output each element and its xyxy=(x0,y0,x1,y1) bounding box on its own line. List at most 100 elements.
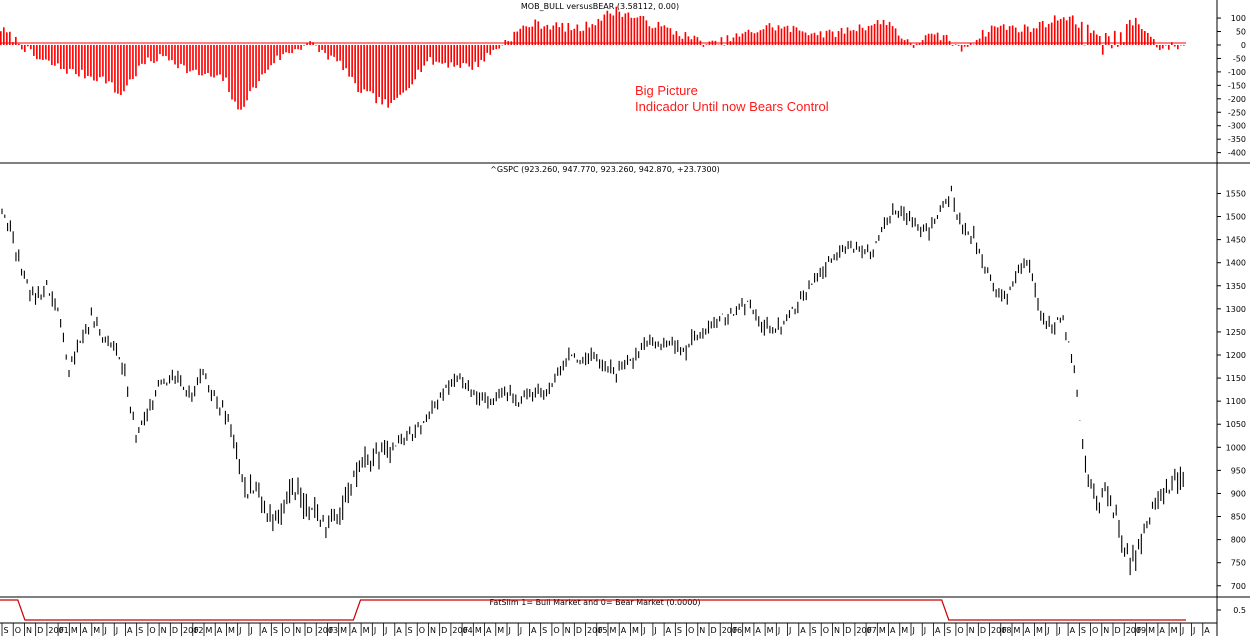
oscillator-bar xyxy=(459,44,462,68)
month-label: M xyxy=(475,626,482,635)
oscillator-bar xyxy=(513,31,516,45)
oscillator-bar xyxy=(372,44,374,94)
oscillator-bar xyxy=(237,44,239,110)
oscillator-bar xyxy=(741,33,744,45)
oscillator-bar xyxy=(1146,32,1149,45)
month-label: A xyxy=(1025,626,1031,635)
oscillator-bar xyxy=(675,31,678,45)
month-label: S xyxy=(812,626,817,635)
oscillator-bar xyxy=(84,44,86,79)
oscillator-bar xyxy=(774,30,777,45)
month-label: J xyxy=(238,626,241,635)
month-label: A xyxy=(890,626,896,635)
oscillator-bar xyxy=(1110,44,1113,49)
oscillator-bar xyxy=(222,44,224,81)
oscillator-bar xyxy=(6,32,8,45)
month-label: D xyxy=(845,626,851,635)
oscillator-bar xyxy=(957,44,960,46)
oscillator-bar xyxy=(483,44,486,62)
oscillator-bar xyxy=(786,25,789,45)
oscillator-bar xyxy=(153,44,155,63)
oscillator-bar xyxy=(993,26,996,45)
oscillator-bar xyxy=(795,27,798,45)
oscillator-bar xyxy=(45,44,47,60)
oscillator-bar xyxy=(516,31,519,45)
oscillator-bar xyxy=(588,27,591,45)
oscillator-bar xyxy=(720,37,723,45)
oscillator-bar xyxy=(1095,34,1098,45)
oscillator-bar xyxy=(369,44,371,92)
oscillator-bar xyxy=(558,27,561,45)
oscillator-bar xyxy=(810,33,813,45)
oscillator-bar xyxy=(783,26,786,45)
price-tick-label: 900 xyxy=(1231,489,1246,498)
oscillator-bar xyxy=(390,44,392,103)
month-label: M xyxy=(206,626,213,635)
oscillator-bar xyxy=(336,44,338,62)
month-label: F xyxy=(733,626,738,635)
month-label: F xyxy=(464,626,469,635)
month-label: S xyxy=(4,626,9,635)
month-label: 2004 xyxy=(452,626,472,635)
oscillator-bar xyxy=(531,26,534,45)
oscillator-bar xyxy=(1104,32,1107,45)
oscillator-bar xyxy=(1005,29,1008,45)
oscillator-bar xyxy=(534,19,537,45)
price-tick-label: 850 xyxy=(1231,513,1246,522)
month-label: D xyxy=(441,626,447,635)
price-tick-label: 1400 xyxy=(1226,259,1246,268)
month-label: D xyxy=(1115,626,1121,635)
month-label: S xyxy=(542,626,547,635)
oscillator-bar xyxy=(144,44,146,65)
month-label: M xyxy=(767,626,774,635)
oscillator-bar xyxy=(1173,44,1176,47)
month-label: A xyxy=(486,626,492,635)
oscillator-bar xyxy=(1161,44,1164,49)
oscillator-bar xyxy=(723,44,726,46)
price-panel: ^GSPC (923.260, 947.770, 923.260, 942.87… xyxy=(1,165,1246,591)
oscillator-bar xyxy=(123,44,125,92)
oscillator-bar xyxy=(1080,21,1083,45)
oscillator-bar xyxy=(630,17,633,45)
price-tick-label: 700 xyxy=(1231,582,1246,591)
oscillator-bar xyxy=(348,44,350,77)
oscillator-bar xyxy=(471,44,474,70)
oscillator-bar xyxy=(807,35,810,45)
oscillator-bar xyxy=(804,32,807,45)
oscillator-bar xyxy=(585,21,588,45)
month-label: 2005 xyxy=(587,626,607,635)
oscillator-bar xyxy=(357,44,359,93)
oscillator-bar xyxy=(801,31,804,45)
oscillator-bar xyxy=(261,44,263,75)
oscillator-bar xyxy=(426,44,429,62)
oscillator-bar xyxy=(228,44,230,92)
price-tick-label: 1300 xyxy=(1226,305,1246,314)
annotation-line-2: Indicador Until now Bears Control xyxy=(635,99,829,114)
oscillator-bar xyxy=(21,44,23,50)
oscillator-bar xyxy=(546,24,549,45)
oscillator-bar xyxy=(555,22,558,45)
month-label: O xyxy=(284,626,290,635)
oscillator-bar xyxy=(165,44,167,56)
oscillator-bar xyxy=(210,44,212,77)
price-tick-label: 1000 xyxy=(1226,443,1246,452)
oscillator-bar xyxy=(789,31,792,45)
oscillator-bar xyxy=(999,25,1002,45)
oscillator-bar xyxy=(618,11,621,45)
oscillator-bar xyxy=(1083,44,1086,46)
oscillator-tick-label: -250 xyxy=(1228,108,1246,117)
oscillator-bar xyxy=(606,10,609,45)
oscillator-bar xyxy=(696,37,699,45)
oscillator-bar xyxy=(54,44,56,66)
month-label: N xyxy=(295,626,301,635)
oscillator-bar xyxy=(168,44,170,61)
month-label: J xyxy=(508,626,511,635)
oscillator-bar xyxy=(753,33,756,45)
oscillator-bar xyxy=(75,44,77,75)
oscillator-bar xyxy=(444,44,447,63)
month-label: N xyxy=(26,626,32,635)
month-label: J xyxy=(384,626,387,635)
oscillator-bar xyxy=(27,44,29,47)
month-label: S xyxy=(1081,626,1086,635)
oscillator-bar xyxy=(687,36,690,45)
